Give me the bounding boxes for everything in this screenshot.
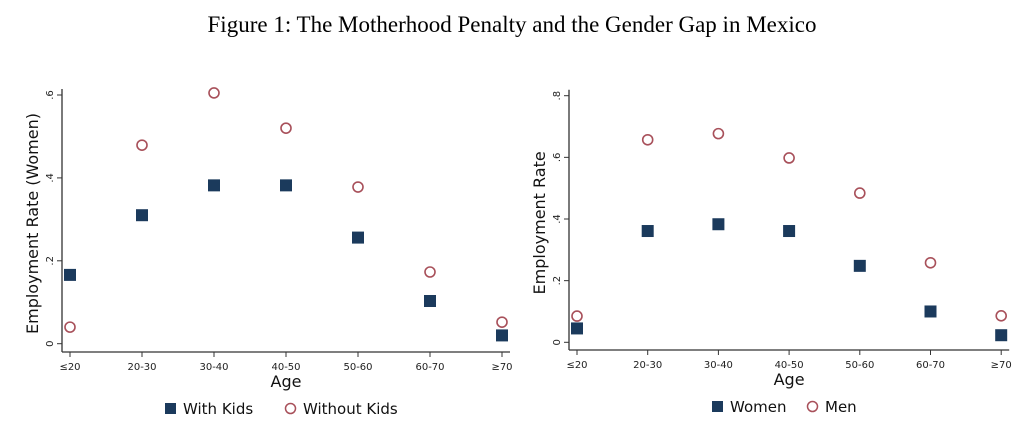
data-point-square <box>352 231 364 244</box>
x-tick-label: 50-60 <box>343 362 372 373</box>
figure-title: Figure 1: The Motherhood Penalty and the… <box>207 12 817 37</box>
data-point-circle <box>571 310 583 322</box>
data-point-circle <box>496 316 508 328</box>
y-tick-label: .4 <box>45 173 56 183</box>
y-tick-label: .8 <box>552 91 563 101</box>
y-tick-label: 0 <box>552 339 563 345</box>
y-tick-label: .2 <box>45 256 56 266</box>
y-tick-label: 0 <box>45 341 56 347</box>
x-tick-label: 20-30 <box>633 360 662 371</box>
x-axis-label: Age <box>271 372 302 391</box>
y-tick-label: .4 <box>552 214 563 224</box>
legend-label: Men <box>825 398 857 416</box>
data-point-square <box>136 209 148 222</box>
x-tick-label: ≥70 <box>491 362 512 373</box>
x-tick-label: 40-50 <box>775 360 804 371</box>
legend-circle-icon <box>806 400 819 413</box>
chart-panel-2: 0 .2 .4 .6 .8 ≤20 20-30 30-40 40-50 50-60 60-70 ≥70… <box>530 89 1012 416</box>
data-point-circle <box>136 139 148 151</box>
data-point-square <box>641 225 654 238</box>
data-point-circle <box>712 127 725 140</box>
x-tick-label: ≤20 <box>59 362 80 373</box>
data-point-circle <box>783 152 795 164</box>
legend-circle-icon <box>284 402 297 415</box>
legend-label: Women <box>730 398 786 416</box>
data-point-circle <box>280 122 292 134</box>
y-axis-label: Employment Rate (Women) <box>23 113 42 334</box>
x-tick-label: ≤20 <box>566 360 587 371</box>
x-tick-label: 60-70 <box>415 362 444 373</box>
x-tick-label: 30-40 <box>704 360 733 371</box>
data-point-square <box>64 268 76 281</box>
data-point-circle <box>924 256 937 269</box>
y-tick-label: .2 <box>552 276 563 286</box>
data-point-square <box>924 305 937 318</box>
data-point-circle <box>853 187 866 199</box>
x-tick-label: ≥70 <box>991 360 1012 371</box>
data-point-square <box>995 329 1008 342</box>
y-axis-label: Employment Rate <box>530 151 549 294</box>
legend-square-icon <box>712 401 723 412</box>
x-tick-label: 20-30 <box>127 362 156 373</box>
y-tick-label: .6 <box>552 153 563 163</box>
data-point-circle <box>424 266 436 278</box>
data-point-square <box>280 179 292 192</box>
x-tick-label: 30-40 <box>199 362 228 373</box>
data-point-circle <box>64 321 76 333</box>
data-point-square <box>571 322 583 335</box>
x-tick-label: 60-70 <box>916 360 945 371</box>
x-tick-label: 40-50 <box>271 362 300 373</box>
data-point-circle <box>208 87 220 99</box>
data-point-square <box>783 225 796 238</box>
data-point-square <box>853 259 866 272</box>
legend-label: With Kids <box>183 400 253 418</box>
chart-panel-1: 0 .2 .4 .6 ≤20 20-30 30-40 40-50 50-60 60-70 ≥70 Ag… <box>23 87 513 418</box>
data-point-square <box>208 179 220 192</box>
data-point-square <box>424 295 436 308</box>
data-point-circle <box>995 309 1008 322</box>
x-tick-label: 50-60 <box>845 360 874 371</box>
data-point-square <box>712 218 725 231</box>
legend-square-icon <box>165 403 176 414</box>
y-tick-label: .6 <box>45 90 56 100</box>
data-point-circle <box>352 181 364 193</box>
data-point-square <box>496 329 508 342</box>
x-axis-label: Age <box>774 370 805 389</box>
data-point-circle <box>641 133 654 146</box>
legend-label: Without Kids <box>303 400 398 418</box>
